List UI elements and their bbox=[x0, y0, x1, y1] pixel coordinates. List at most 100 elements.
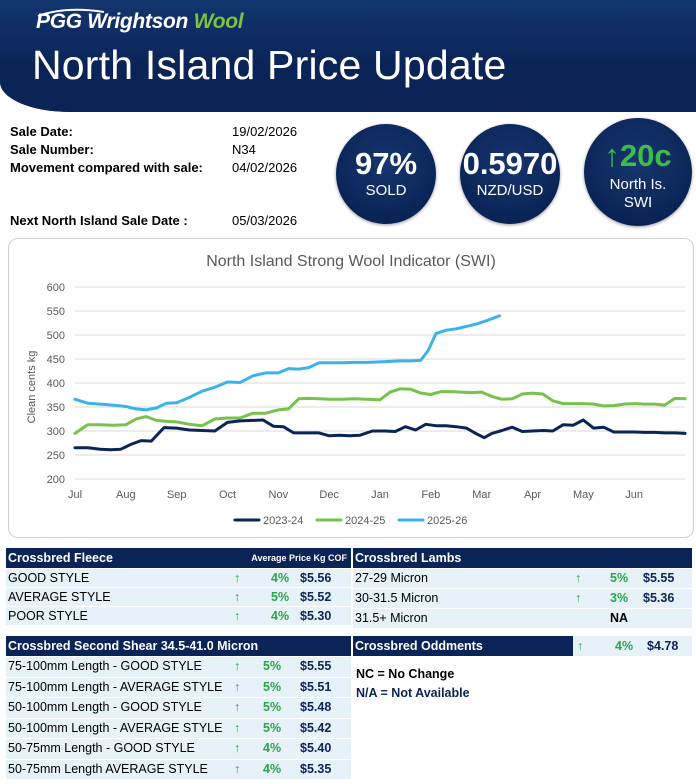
up-arrow-icon: ↑ bbox=[234, 659, 241, 673]
logo-main-text: PGG Wrightson bbox=[36, 10, 189, 33]
second-shear-title: Crossbred Second Shear 34.5-41.0 Micron bbox=[8, 639, 259, 653]
legend-label: 2024-25 bbox=[345, 515, 385, 527]
row-price: $5.51 bbox=[300, 679, 332, 694]
chart-y-tick-label: 350 bbox=[47, 402, 65, 414]
row-percent: 5% bbox=[263, 659, 282, 673]
chart-x-tick-label: Oct bbox=[219, 489, 236, 501]
up-arrow-icon: ↑ bbox=[234, 720, 241, 735]
sold-value: 97% bbox=[354, 146, 418, 181]
row-label: 50-100mm Length - AVERAGE STYLE bbox=[8, 720, 223, 735]
chart-y-tick-label: 450 bbox=[47, 354, 65, 366]
oddments-row: ↑ 4% $4.78 bbox=[573, 636, 692, 656]
row-percent: 5% bbox=[263, 700, 282, 714]
row-price: $5.56 bbox=[300, 571, 332, 585]
fx-value: 0.5970 bbox=[462, 146, 558, 181]
lambs-row: 31.5+ Micron NA bbox=[353, 609, 692, 628]
movement-value: 04/02/2026 bbox=[232, 160, 298, 175]
swi-chart: North Island Strong Wool Indicator (SWI)… bbox=[8, 238, 694, 538]
sale-number-label: Sale Number: bbox=[10, 142, 94, 157]
movement-label: Movement compared with sale: bbox=[10, 160, 203, 175]
oddments-header: Crossbred Oddments bbox=[353, 636, 573, 656]
series-line-2025-26 bbox=[73, 314, 501, 412]
row-label: 75-100mm Length - GOOD STYLE bbox=[8, 659, 202, 673]
row-price: $5.30 bbox=[300, 609, 332, 623]
lambs-row: 27-29 Micron ↑ 5% $5.55 bbox=[353, 569, 692, 588]
chart-series bbox=[73, 314, 687, 452]
up-arrow-icon: ↑ bbox=[234, 761, 241, 776]
second-shear-row: 50-75mm Length - GOOD STYLE ↑ 4% $5.40 bbox=[6, 739, 351, 759]
row-price: $5.40 bbox=[300, 741, 332, 755]
swi-movement: ↑20c bbox=[584, 138, 692, 174]
swi-label-line-2: SWI bbox=[623, 194, 653, 211]
row-label: AVERAGE STYLE bbox=[8, 590, 111, 604]
row-price: $5.52 bbox=[300, 590, 332, 604]
header-background bbox=[0, 0, 696, 112]
chart-y-tick-label: 400 bbox=[47, 378, 65, 390]
swi-value: 20c bbox=[619, 138, 672, 173]
logo-accent-text: Wool bbox=[193, 10, 244, 33]
up-arrow-icon: ↑ bbox=[575, 591, 582, 605]
up-arrow-icon: ↑ bbox=[234, 679, 241, 694]
chart-x-tick-label: Sep bbox=[167, 489, 187, 501]
lambs-header: Crossbred Lambs bbox=[353, 548, 692, 568]
chart-x-tick-label: Jan bbox=[371, 489, 389, 501]
chart-x-tick-label: Feb bbox=[421, 489, 440, 501]
row-price: $5.55 bbox=[643, 571, 675, 585]
chart-x-tick-label: Aug bbox=[116, 489, 136, 501]
chart-y-tick-label: 300 bbox=[47, 426, 65, 438]
fleece-header: Crossbred Fleece Average Price Kg COF bbox=[6, 548, 351, 568]
second-shear-header: Crossbred Second Shear 34.5-41.0 Micron bbox=[6, 636, 351, 656]
chart-gridlines bbox=[75, 286, 685, 480]
series-line-2023-24 bbox=[73, 418, 687, 452]
swi-chart-svg: North Island Strong Wool Indicator (SWI)… bbox=[26, 253, 687, 527]
up-arrow-icon: ↑ bbox=[575, 571, 582, 585]
row-percent: 5% bbox=[271, 590, 290, 604]
legend-label: 2023-24 bbox=[263, 515, 303, 527]
row-label: 50-100mm Length - GOOD STYLE bbox=[8, 700, 202, 714]
legend-label: 2025-26 bbox=[427, 515, 467, 527]
row-percent: NA bbox=[610, 611, 629, 625]
swi-circle: ↑20c North Is. SWI bbox=[584, 118, 692, 226]
chart-x-tick-label: Jul bbox=[68, 489, 82, 501]
fx-circle: 0.5970 NZD/USD bbox=[460, 124, 560, 224]
up-arrow-icon: ↑ bbox=[234, 741, 241, 755]
chart-tick-labels: 200 250 300 350 400 450 500 550 600 Jul Aug Sep Oct N… bbox=[47, 282, 643, 501]
fleece-row: POOR STYLE ↑ 4% $5.30 bbox=[6, 607, 351, 625]
second-shear-row: 50-75mm Length AVERAGE STYLE ↑ 4% $5.35 bbox=[6, 759, 351, 779]
page-title: North Island Price Update bbox=[32, 42, 507, 88]
row-price: $5.35 bbox=[300, 761, 332, 776]
row-percent: 3% bbox=[610, 591, 629, 605]
row-label: 75-100mm Length - AVERAGE STYLE bbox=[8, 679, 223, 694]
chart-y-tick-label: 200 bbox=[47, 474, 65, 486]
up-arrow-icon: ↑ bbox=[234, 700, 241, 714]
chart-x-tick-label: Apr bbox=[524, 489, 541, 501]
lambs-row: 30-31.5 Micron ↑ 3% $5.36 bbox=[353, 589, 692, 608]
row-percent: 4% bbox=[271, 571, 290, 585]
row-label: 30-31.5 Micron bbox=[355, 591, 439, 605]
chart-x-tick-label: Jun bbox=[625, 489, 643, 501]
chart-x-tick-label: Dec bbox=[319, 489, 339, 501]
row-percent: 4% bbox=[271, 609, 290, 623]
up-arrow-icon: ↑ bbox=[234, 609, 241, 623]
row-price: $5.48 bbox=[300, 700, 332, 714]
row-label: POOR STYLE bbox=[8, 609, 88, 623]
second-shear-row: 75-100mm Length - GOOD STYLE ↑ 5% $5.55 bbox=[6, 657, 351, 677]
logo-swoosh-icon bbox=[37, 8, 105, 17]
note-no-change: NC = No Change bbox=[356, 667, 455, 681]
fleece-price-subheader: Average Price Kg COF bbox=[251, 553, 347, 563]
chart-legend: 2023-24 2024-25 2025-26 bbox=[233, 515, 467, 527]
row-percent: 5% bbox=[263, 679, 282, 694]
row-price: $5.36 bbox=[643, 591, 675, 605]
chart-x-tick-label: Mar bbox=[472, 489, 491, 501]
note-not-available: N/A = Not Available bbox=[356, 686, 470, 700]
row-label: 31.5+ Micron bbox=[355, 611, 428, 625]
chart-x-tick-label: Nov bbox=[269, 489, 289, 501]
swi-label-line-1: North Is. bbox=[609, 176, 667, 193]
fleece-row: GOOD STYLE ↑ 4% $5.56 bbox=[6, 569, 351, 587]
row-percent: 4% bbox=[263, 741, 282, 755]
swi-label: North Is. SWI bbox=[584, 176, 692, 212]
sold-circle: 97% SOLD bbox=[336, 124, 436, 224]
row-label: GOOD STYLE bbox=[8, 571, 90, 585]
fx-label: NZD/USD bbox=[476, 182, 544, 199]
row-price: $5.42 bbox=[300, 720, 332, 735]
